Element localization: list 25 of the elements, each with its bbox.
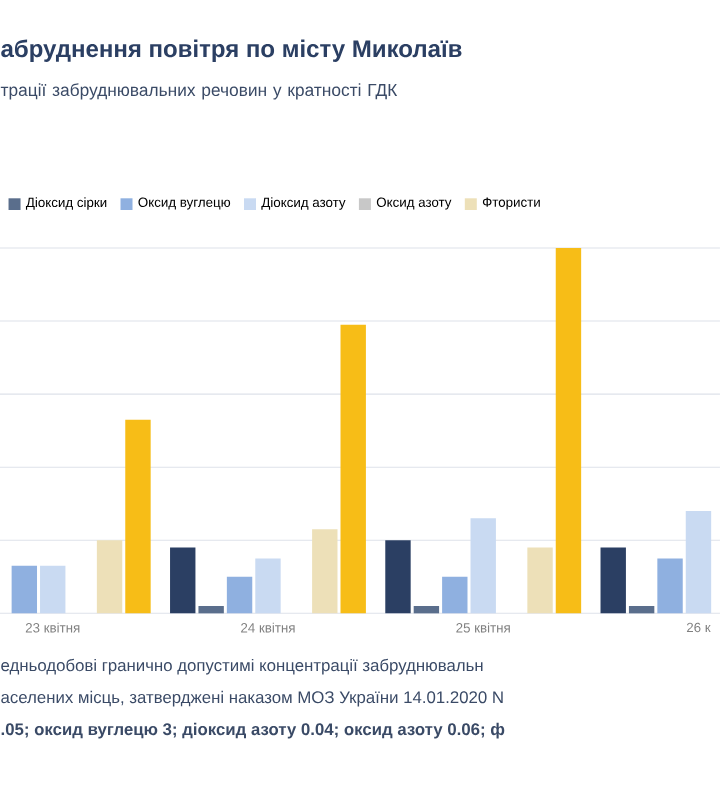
bar	[385, 540, 411, 614]
bar	[226, 576, 253, 614]
bar	[413, 606, 440, 614]
text: .05; оксид вуглецю 3; діоксид азоту 0.04; оксид азоту 0.06; ф	[1, 722, 505, 739]
bar	[555, 248, 582, 614]
chart-subtitle: трації забруднювальних речовин у кратності ГДК	[0, 83, 398, 100]
bar	[96, 540, 123, 614]
bar	[198, 606, 224, 614]
bar	[470, 518, 496, 614]
bar	[125, 419, 151, 614]
text: едньодобові гранично допустимі концентрації забруднювальн	[1, 658, 483, 675]
bar	[11, 565, 38, 614]
bar	[600, 547, 626, 614]
bar	[442, 576, 468, 614]
chart-title: абруднення повітря по місту Миколаїв	[1, 39, 462, 62]
bar	[628, 606, 655, 614]
bar	[312, 529, 338, 614]
bar	[657, 558, 683, 614]
bar	[40, 565, 66, 614]
text: аселених місць, затверджені наказом МОЗ України 14.01.2020 N	[1, 690, 503, 707]
bar	[255, 558, 281, 614]
bar	[340, 324, 366, 614]
bar	[170, 547, 196, 614]
bar	[527, 547, 553, 614]
bar	[685, 511, 712, 614]
